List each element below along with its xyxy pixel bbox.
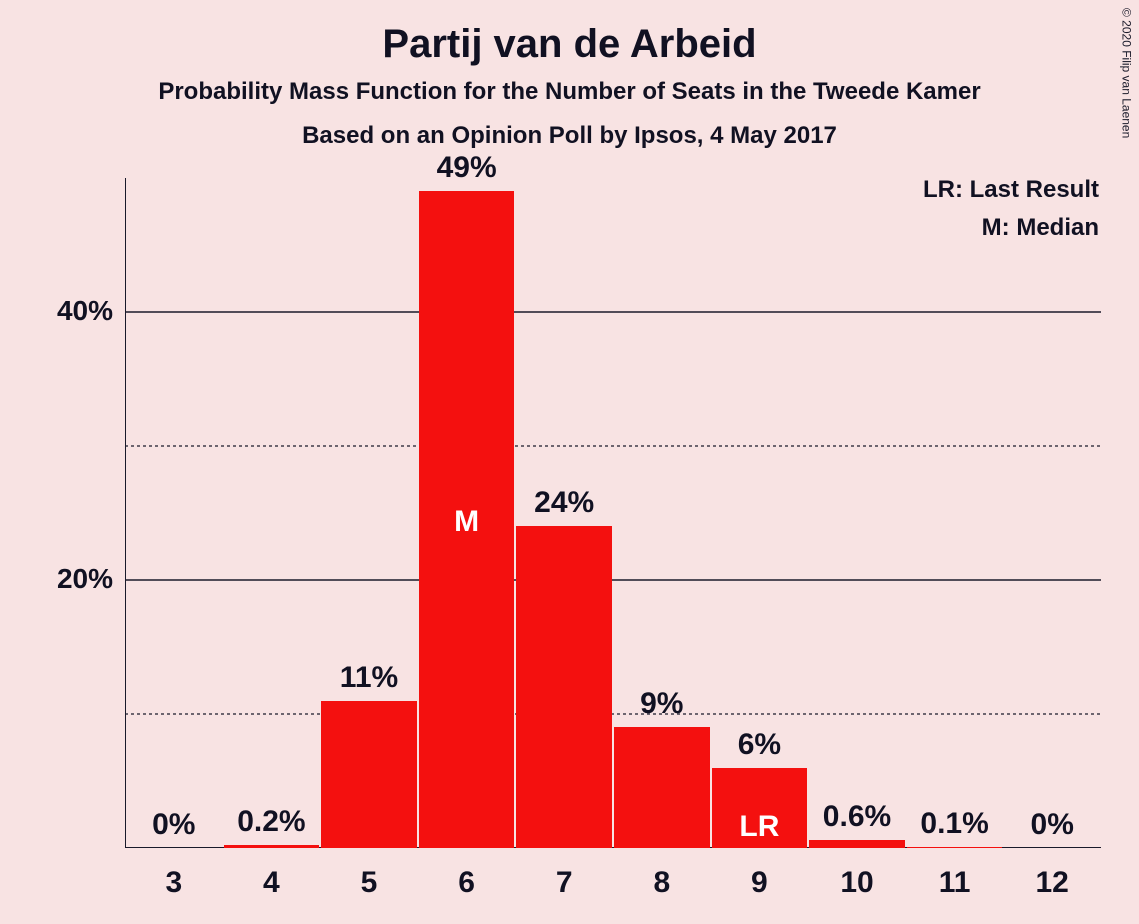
chart-plot-area — [125, 178, 1101, 848]
chart-subtitle-1: Probability Mass Function for the Number… — [0, 78, 1139, 106]
y-axis-label: 20% — [57, 563, 113, 595]
bar — [907, 847, 1003, 848]
x-axis-label: 12 — [1036, 866, 1069, 900]
y-axis-label: 40% — [57, 295, 113, 327]
bar-value-label: 0.6% — [823, 800, 891, 834]
bar-value-label: 6% — [738, 728, 781, 762]
x-axis-label: 11 — [939, 866, 971, 900]
bar — [321, 701, 417, 848]
chart-subtitle-2: Based on an Opinion Poll by Ipsos, 4 May… — [0, 122, 1139, 150]
bar — [516, 526, 612, 848]
bar — [614, 727, 710, 848]
bar-value-label: 0% — [152, 808, 195, 842]
bar-value-label: 0% — [1031, 808, 1074, 842]
median-marker: M — [454, 505, 479, 539]
bar — [224, 845, 320, 848]
x-axis-label: 9 — [751, 866, 768, 900]
x-axis-label: 8 — [653, 866, 670, 900]
chart-title: Partij van de Arbeid — [0, 22, 1139, 67]
last-result-marker: LR — [739, 810, 779, 844]
bar-value-label: 49% — [437, 151, 497, 185]
x-axis-label: 10 — [840, 866, 873, 900]
bar — [809, 840, 905, 848]
x-axis-label: 3 — [165, 866, 182, 900]
bar-value-label: 11% — [340, 661, 398, 695]
bar-value-label: 24% — [534, 486, 594, 520]
x-axis-label: 7 — [556, 866, 573, 900]
bar-value-label: 0.2% — [237, 805, 305, 839]
x-axis-label: 4 — [263, 866, 280, 900]
bar-value-label: 9% — [640, 687, 683, 721]
x-axis-label: 6 — [458, 866, 475, 900]
bar-value-label: 0.1% — [920, 807, 988, 841]
x-axis-label: 5 — [361, 866, 378, 900]
